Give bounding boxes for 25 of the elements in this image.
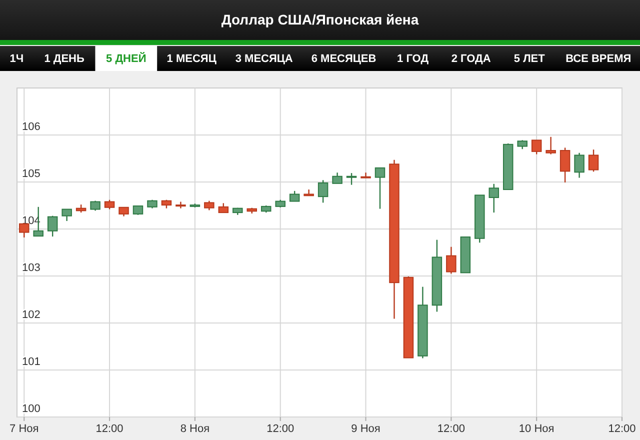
text: 1Ч bbox=[10, 52, 24, 65]
x-tick-label: 12:00 bbox=[96, 423, 124, 435]
x-tick-label: 12:00 bbox=[608, 423, 636, 435]
text: 5 ЛЕТ bbox=[514, 52, 546, 65]
x-tick-label: 12:00 bbox=[266, 423, 294, 435]
x-tick-label: 10 Ноя bbox=[518, 423, 554, 435]
chart-title: Доллар США/Японская йена bbox=[221, 12, 419, 28]
text: 2 ГОДА bbox=[451, 52, 491, 65]
text: 6 МЕСЯЦЕВ bbox=[311, 52, 376, 65]
x-tick-label: 12:00 bbox=[437, 423, 465, 435]
text: 1 ДЕНЬ bbox=[44, 52, 84, 65]
text: 1 МЕСЯЦ bbox=[166, 52, 216, 65]
x-tick-label: 8 Ноя bbox=[180, 423, 210, 435]
y-tick-label: 101 bbox=[22, 356, 40, 368]
text: 5 ДНЕЙ bbox=[106, 52, 146, 65]
text: 1 ГОД bbox=[397, 52, 429, 65]
text: 3 МЕСЯЦА bbox=[235, 52, 293, 65]
y-tick-label: 103 bbox=[22, 262, 40, 274]
y-tick-label: 106 bbox=[22, 121, 40, 133]
y-tick-label: 102 bbox=[22, 309, 40, 321]
x-tick-label: 7 Ноя bbox=[10, 423, 39, 435]
y-tick-label: 100 bbox=[22, 403, 40, 415]
text: ВСЕ ВРЕМЯ bbox=[566, 52, 632, 65]
y-tick-label: 105 bbox=[22, 168, 40, 180]
x-tick-label: 9 Ноя bbox=[351, 423, 380, 435]
